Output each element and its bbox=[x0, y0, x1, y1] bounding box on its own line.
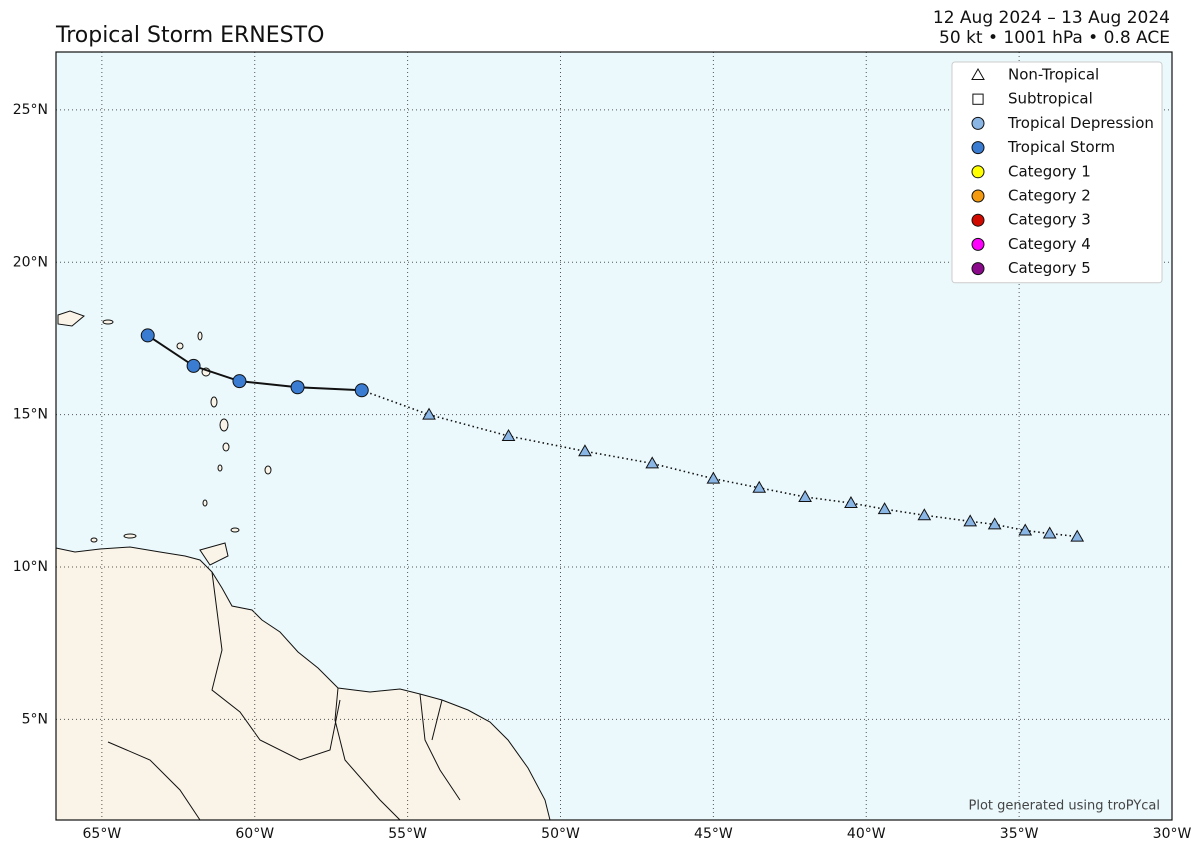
marker bbox=[1070, 529, 1085, 542]
marker bbox=[290, 380, 305, 395]
x-tick-label: 45°W bbox=[694, 826, 733, 842]
legend-label: Category 5 bbox=[1008, 259, 1091, 277]
marker bbox=[140, 328, 155, 343]
marker bbox=[877, 502, 892, 515]
y-tick-label: 15°N bbox=[13, 407, 48, 423]
x-tick-label: 50°W bbox=[541, 826, 580, 842]
x-tick-label: 60°W bbox=[235, 826, 274, 842]
marker bbox=[963, 514, 978, 527]
marker bbox=[645, 456, 660, 469]
marker bbox=[971, 165, 985, 179]
y-tick-label: 25°N bbox=[13, 102, 48, 118]
marker bbox=[798, 489, 812, 502]
plot-frame bbox=[55, 51, 1173, 821]
legend-label: Subtropical bbox=[1008, 90, 1093, 108]
marker bbox=[971, 189, 985, 203]
marker bbox=[917, 508, 932, 521]
legend-label: Category 3 bbox=[1008, 211, 1091, 229]
legend-label: Category 2 bbox=[1008, 187, 1091, 205]
marker bbox=[422, 407, 436, 420]
legend-label: Category 4 bbox=[1008, 235, 1091, 253]
legend-label: Non-Tropical bbox=[1008, 66, 1099, 84]
y-tick-label: 20°N bbox=[13, 254, 48, 270]
marker bbox=[971, 237, 985, 251]
marker bbox=[971, 141, 985, 155]
marker bbox=[501, 428, 516, 441]
plot-area bbox=[56, 52, 1173, 820]
marker bbox=[1018, 523, 1033, 536]
legend-label: Tropical Storm bbox=[1007, 138, 1115, 156]
x-tick-label: 35°W bbox=[1000, 826, 1039, 842]
legend: Non-Tropical Subtropical Tropical Depressi… bbox=[951, 61, 1163, 284]
marker bbox=[1042, 526, 1057, 539]
marker bbox=[354, 383, 369, 398]
x-tick-label: 65°W bbox=[83, 826, 122, 842]
y-tick-label: 5°N bbox=[22, 711, 48, 727]
x-tick-label: 55°W bbox=[388, 826, 427, 842]
legend-label: Category 1 bbox=[1008, 162, 1091, 180]
land bbox=[55, 310, 551, 821]
marker bbox=[971, 213, 985, 227]
marker bbox=[972, 93, 984, 105]
marker bbox=[706, 471, 721, 484]
y-tick-label: 10°N bbox=[13, 559, 48, 575]
marker bbox=[752, 480, 767, 493]
credit: Plot generated using troPYcal bbox=[969, 799, 1161, 814]
legend-label: Tropical Depression bbox=[1007, 114, 1154, 132]
legend-box bbox=[951, 61, 1163, 284]
x-tick-label: 40°W bbox=[847, 826, 886, 842]
marker bbox=[971, 67, 985, 80]
date-range: 12 Aug 2024 – 13 Aug 2024 bbox=[933, 8, 1170, 28]
marker bbox=[844, 496, 858, 509]
track-line-dotted bbox=[361, 389, 430, 416]
x-tick-label: 30°W bbox=[1153, 826, 1192, 842]
marker bbox=[186, 358, 201, 373]
marker bbox=[971, 116, 985, 130]
map-title: Tropical Storm ERNESTO bbox=[55, 23, 324, 48]
marker bbox=[971, 262, 985, 276]
marker bbox=[987, 517, 1002, 530]
storm-stats: 50 kt • 1001 hPa • 0.8 ACE bbox=[939, 28, 1170, 48]
marker bbox=[232, 374, 247, 389]
marker bbox=[578, 444, 592, 457]
